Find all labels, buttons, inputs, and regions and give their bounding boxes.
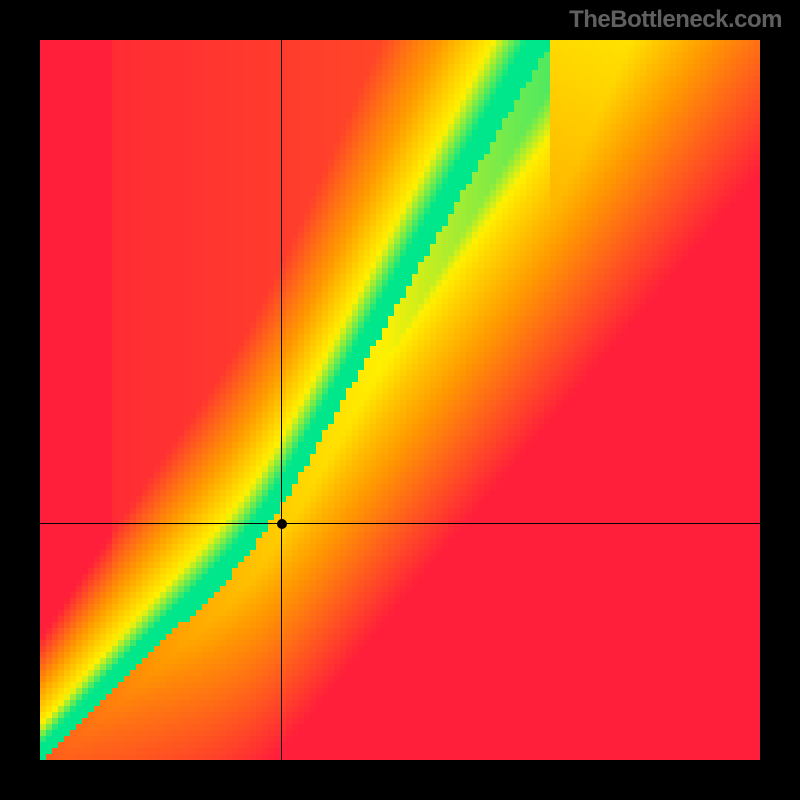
bottleneck-heatmap [40,40,762,762]
crosshair-horizontal [40,523,762,524]
crosshair-vertical [281,40,282,762]
watermark-text: TheBottleneck.com [569,6,782,34]
selected-point-marker [277,519,287,529]
